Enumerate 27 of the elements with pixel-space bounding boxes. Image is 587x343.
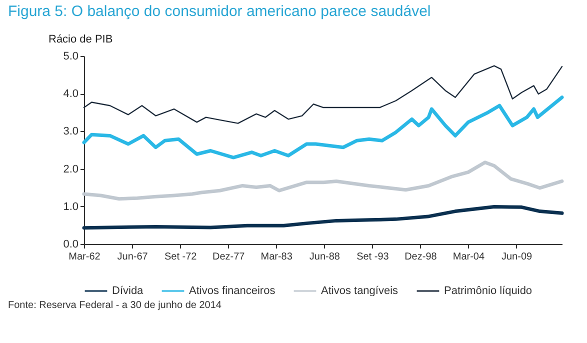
- x-tick-label: Jun-67: [117, 252, 148, 262]
- y-axis-title: Rácio de PIB: [48, 34, 113, 46]
- y-tick-label: 4.0: [63, 88, 78, 100]
- x-tick-label: Mar-83: [260, 252, 293, 262]
- x-tick-label: Jun-09: [501, 252, 532, 262]
- line-series: [82, 160, 564, 201]
- x-tick-label: Mar-04: [452, 252, 485, 262]
- y-tick-label: 3.0: [63, 126, 78, 138]
- x-tick-label: Set -93: [356, 252, 390, 262]
- y-tick-label: 5.0: [63, 50, 78, 62]
- legend-label: Patrimônio líquido: [444, 285, 532, 297]
- x-tick-label: Jun-88: [309, 252, 340, 262]
- legend-label: Ativos financeiros: [189, 285, 276, 297]
- source-note: Fonte: Reserva Federal - a 30 de junho de 2014: [8, 300, 222, 311]
- line-series: [82, 205, 564, 230]
- x-tick-label: Dez-77: [212, 252, 246, 262]
- legend-label: Dívida: [112, 285, 144, 297]
- x-tick-label: Dez-98: [404, 252, 438, 262]
- y-tick-label: 0.0: [63, 238, 78, 250]
- line-series: [83, 65, 563, 124]
- y-tick-label: 2.0: [63, 163, 78, 176]
- chart-title: Figura 5: O balanço do consumidor americano parece saudável: [8, 3, 431, 20]
- line-series: [82, 96, 564, 160]
- x-tick-label: Mar-62: [68, 252, 101, 262]
- x-tick-label: Set -72: [164, 252, 198, 262]
- legend-label: Ativos tangíveis: [321, 285, 399, 297]
- y-tick-label: 1.0: [63, 200, 78, 213]
